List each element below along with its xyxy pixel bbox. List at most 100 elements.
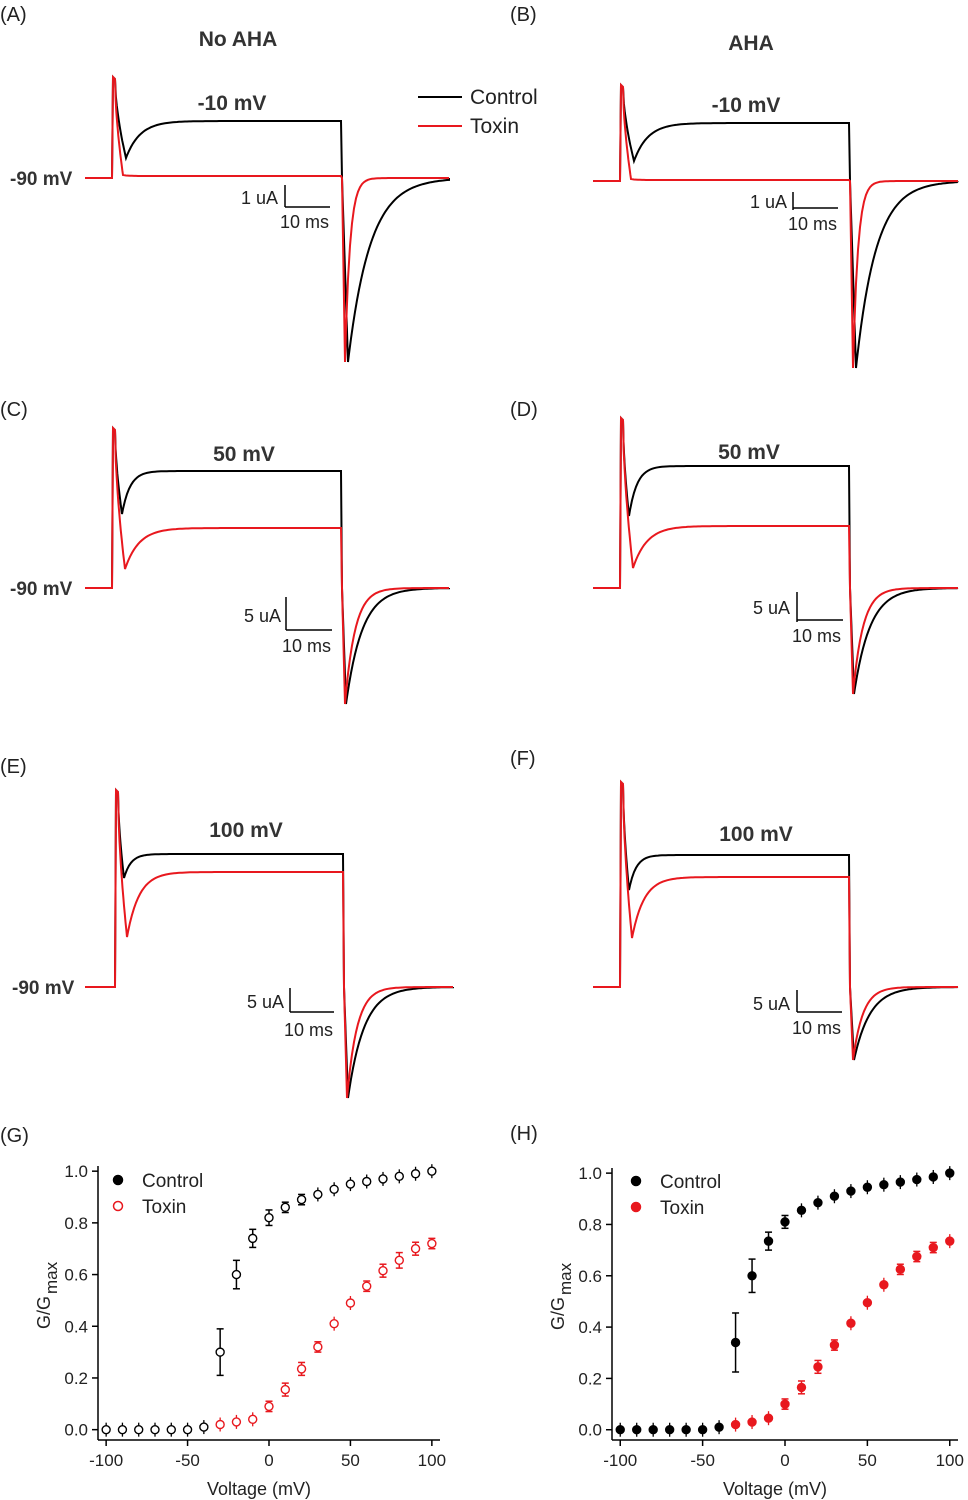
trace-toxin-f (593, 779, 958, 1061)
y-tick-label-g: 1.0 (64, 1162, 88, 1181)
x-tick-label-g: 50 (341, 1451, 360, 1470)
title-no-aha: No AHA (199, 28, 278, 51)
data-point-control-g (313, 1189, 323, 1200)
data-point-control-h (730, 1337, 741, 1348)
scalebar-time-f: 10 ms (792, 1018, 841, 1038)
data-point-control-g (427, 1166, 437, 1176)
y-axis-label-g: G/Gmax (34, 1261, 61, 1329)
data-point-toxin-g (329, 1318, 339, 1329)
data-point-control-h (714, 1422, 724, 1432)
x-tick-label-h: 0 (780, 1451, 789, 1470)
trace-control-a (85, 74, 450, 363)
data-point-control-h (681, 1425, 691, 1435)
trace-control-b (593, 82, 959, 369)
trace-toxin-c (85, 425, 449, 705)
x-tick-label-g: 0 (264, 1451, 273, 1470)
legend-label-control: Control (470, 86, 538, 109)
data-point-toxin-h (912, 1251, 922, 1262)
data-point-control-h (664, 1425, 675, 1435)
data-point-toxin-h (829, 1340, 840, 1350)
gv-chart-no-aha: -100 -50 0 50 100 0.0 0.2 0.4 0.6 0.8 1.0 Voltage (… (34, 1162, 446, 1499)
scalebar-current-a: 1 uA (241, 188, 278, 208)
data-point-control-h (780, 1217, 790, 1227)
data-point-control-h (945, 1168, 955, 1178)
data-point-toxin-h (747, 1417, 757, 1427)
holding-voltage-c: -90 mV (10, 579, 73, 600)
data-point-control-g (117, 1424, 128, 1435)
step-voltage-d: 50 mV (718, 441, 780, 464)
x-tick-label-h: 100 (936, 1451, 964, 1470)
trace-control-c (85, 425, 450, 705)
x-tick-label-g: 100 (418, 1451, 446, 1470)
data-point-control-h (895, 1177, 906, 1187)
y-tick-label-h: 0.2 (578, 1369, 602, 1388)
data-point-toxin-g (248, 1414, 258, 1425)
scalebar-time-d: 10 ms (792, 626, 841, 646)
data-point-control-h (615, 1425, 625, 1435)
data-point-control-g (182, 1424, 193, 1435)
panel-b: -10 mV 1 uA 10 ms (593, 82, 959, 369)
data-point-control-g (134, 1424, 144, 1435)
data-point-toxin-h (796, 1382, 807, 1393)
data-point-toxin-h (730, 1419, 741, 1430)
panel-label-d: (D) (510, 399, 538, 421)
trace-control-d (593, 415, 959, 695)
x-axis-label-g: Voltage (mV) (207, 1479, 311, 1499)
trace-toxin-e (85, 787, 453, 1099)
scalebar-time-e: 10 ms (284, 1020, 333, 1040)
data-point-control-h (829, 1191, 840, 1201)
data-point-toxin-h (862, 1298, 873, 1308)
step-voltage-b: -10 mV (712, 94, 781, 117)
y-tick-label-h: 0.0 (578, 1421, 602, 1440)
data-point-toxin-g (394, 1255, 404, 1266)
trace-control-f (593, 779, 959, 1061)
trace-toxin-d (593, 415, 958, 695)
y-tick-label-g: 0.8 (64, 1214, 88, 1233)
data-point-control-h (747, 1271, 757, 1281)
data-point-control-g (410, 1169, 421, 1179)
data-point-control-g (248, 1233, 258, 1244)
step-voltage-a: -10 mV (198, 92, 267, 115)
data-point-control-h (796, 1205, 807, 1216)
panel-label-c: (C) (0, 399, 28, 421)
data-point-control-g (362, 1176, 372, 1187)
data-point-control-h (912, 1174, 922, 1185)
legend-label-toxin-g: Toxin (142, 1197, 186, 1218)
x-tick-label-g: -50 (175, 1451, 200, 1470)
panel-a: -10 mV -90 mV 1 uA 10 ms Control Toxin (10, 74, 538, 363)
panel-label-h: (H) (510, 1123, 538, 1145)
scalebar-current-c: 5 uA (244, 606, 281, 626)
data-point-control-g (231, 1269, 242, 1280)
trace-toxin-b (593, 82, 958, 369)
data-point-toxin-h (846, 1318, 856, 1328)
step-voltage-f: 100 mV (719, 823, 793, 846)
data-point-toxin-g (345, 1298, 356, 1308)
data-point-control-h (862, 1182, 873, 1192)
data-point-toxin-h (945, 1236, 955, 1246)
panel-label-e: (E) (0, 756, 27, 778)
panel-label-a: (A) (0, 4, 27, 26)
data-point-control-h (928, 1172, 938, 1182)
legend-label-control-h: Control (660, 1172, 721, 1193)
data-point-control-g (280, 1202, 290, 1213)
data-point-toxin-g (231, 1417, 242, 1427)
trace-control-e (85, 787, 454, 1099)
y-axis-label-sub-h: max (556, 1262, 575, 1295)
y-tick-label-g: 0.2 (64, 1369, 88, 1388)
panel-label-g: (G) (0, 1125, 29, 1147)
title-aha: AHA (728, 32, 774, 55)
y-tick-label-g: 0.6 (64, 1266, 88, 1285)
data-point-toxin-g (296, 1364, 307, 1374)
data-point-control-h (846, 1186, 856, 1196)
scalebar-current-d: 5 uA (753, 598, 790, 618)
data-point-control-g (215, 1347, 225, 1357)
data-point-control-h (763, 1236, 774, 1246)
data-point-control-g (199, 1422, 209, 1432)
y-tick-label-g: 0.4 (64, 1317, 88, 1336)
data-point-control-g (166, 1424, 176, 1435)
data-point-toxin-g (313, 1342, 323, 1352)
x-tick-label-h: -100 (603, 1451, 637, 1470)
data-point-toxin-h (813, 1362, 823, 1372)
panel-label-b: (B) (510, 4, 537, 26)
data-point-toxin-g (410, 1244, 421, 1254)
